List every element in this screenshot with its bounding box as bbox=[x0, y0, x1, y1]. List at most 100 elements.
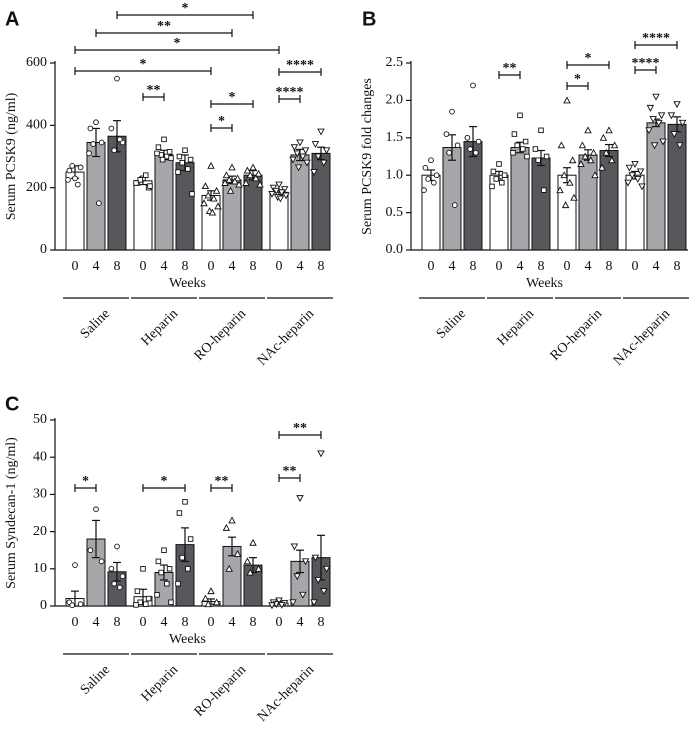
data-point bbox=[164, 580, 170, 587]
data-point bbox=[155, 144, 162, 150]
x-tick-label: 8 bbox=[538, 259, 545, 274]
x-tick-label: 8 bbox=[250, 615, 257, 630]
y-tick-label: 50 bbox=[33, 412, 47, 427]
data-point bbox=[624, 179, 632, 187]
significance-label: * bbox=[140, 57, 147, 72]
x-tick-label: 8 bbox=[114, 615, 121, 630]
data-point bbox=[659, 138, 667, 146]
y-axis-label: Serum PCSK9 fold changes bbox=[360, 78, 375, 235]
bar bbox=[578, 154, 598, 251]
data-point bbox=[557, 141, 566, 149]
y-tick-label: 1.0 bbox=[386, 167, 404, 182]
data-point bbox=[454, 142, 461, 149]
data-point bbox=[670, 131, 678, 138]
data-point bbox=[421, 187, 427, 194]
data-point bbox=[520, 146, 526, 152]
data-point bbox=[322, 147, 331, 155]
data-point bbox=[289, 156, 297, 164]
data-point bbox=[517, 112, 523, 119]
group-label: RO-heparin bbox=[548, 306, 605, 363]
data-point bbox=[514, 142, 520, 149]
panel-label: B bbox=[362, 8, 376, 30]
group-label: Saline bbox=[434, 306, 469, 341]
data-point bbox=[543, 153, 550, 160]
y-tick-label: 400 bbox=[26, 118, 47, 133]
data-point bbox=[425, 176, 432, 182]
data-point bbox=[228, 516, 236, 524]
data-point bbox=[636, 168, 645, 176]
data-point bbox=[290, 543, 299, 551]
data-point bbox=[93, 119, 99, 126]
data-point bbox=[275, 597, 283, 605]
data-point bbox=[182, 147, 188, 154]
data-point bbox=[311, 554, 320, 562]
data-point bbox=[233, 549, 242, 557]
y-axis-label: Serum PCSK9 (ng/ml) bbox=[4, 92, 19, 220]
data-point bbox=[299, 153, 307, 161]
data-point bbox=[275, 181, 283, 189]
data-point bbox=[179, 554, 185, 561]
bar bbox=[107, 135, 127, 251]
x-tick-label: 0 bbox=[72, 615, 79, 630]
x-axis-label: Weeks bbox=[169, 276, 206, 291]
data-point bbox=[90, 141, 97, 147]
data-point bbox=[296, 139, 304, 147]
data-point bbox=[114, 543, 120, 550]
data-point bbox=[212, 598, 221, 606]
data-point bbox=[301, 558, 310, 566]
x-tick-label: 4 bbox=[297, 259, 304, 274]
data-point bbox=[451, 202, 458, 208]
x-tick-label: 0 bbox=[276, 615, 283, 630]
data-point bbox=[145, 595, 152, 602]
y-axis-label: Serum Syndecan-1 (ng/ml) bbox=[4, 437, 19, 589]
data-point bbox=[161, 547, 167, 553]
data-point bbox=[66, 167, 73, 174]
data-point bbox=[166, 566, 173, 572]
group-label: NAc-heparin bbox=[255, 306, 317, 368]
data-point bbox=[226, 186, 235, 194]
data-point bbox=[246, 171, 254, 179]
data-point bbox=[221, 179, 229, 186]
bar bbox=[311, 152, 331, 251]
x-tick-label: 0 bbox=[632, 259, 639, 274]
y-tick-label: 600 bbox=[26, 55, 47, 70]
data-point bbox=[472, 149, 479, 156]
data-point bbox=[296, 495, 304, 503]
data-point bbox=[72, 562, 78, 568]
data-point bbox=[179, 159, 185, 166]
y-tick-label: 10 bbox=[33, 561, 47, 576]
data-point bbox=[182, 499, 188, 505]
y-tick-label: 1.5 bbox=[386, 130, 404, 145]
data-point bbox=[428, 157, 434, 164]
data-point bbox=[602, 148, 610, 156]
data-point bbox=[201, 182, 210, 190]
significance-label: * bbox=[174, 36, 181, 51]
data-point bbox=[587, 156, 595, 164]
data-point bbox=[314, 577, 322, 584]
bar bbox=[175, 162, 195, 251]
data-point bbox=[657, 112, 666, 120]
data-point bbox=[293, 573, 301, 581]
x-tick-label: 4 bbox=[93, 615, 100, 630]
data-point bbox=[133, 180, 139, 186]
data-point bbox=[87, 547, 94, 554]
data-point bbox=[154, 592, 160, 598]
data-point bbox=[225, 564, 233, 572]
data-point bbox=[570, 193, 578, 201]
data-point bbox=[299, 591, 307, 599]
data-point bbox=[222, 171, 231, 179]
data-point bbox=[650, 142, 659, 150]
data-point bbox=[290, 144, 299, 152]
x-tick-label: 0 bbox=[140, 259, 147, 274]
group-label: Saline bbox=[78, 306, 113, 341]
x-tick-label: 4 bbox=[297, 615, 304, 630]
data-point bbox=[638, 183, 646, 191]
x-tick-label: 0 bbox=[72, 259, 79, 274]
bar bbox=[133, 180, 153, 251]
bar bbox=[442, 147, 462, 251]
data-point bbox=[276, 195, 285, 203]
data-point bbox=[293, 150, 301, 158]
data-point bbox=[599, 133, 608, 141]
data-point bbox=[464, 134, 471, 141]
